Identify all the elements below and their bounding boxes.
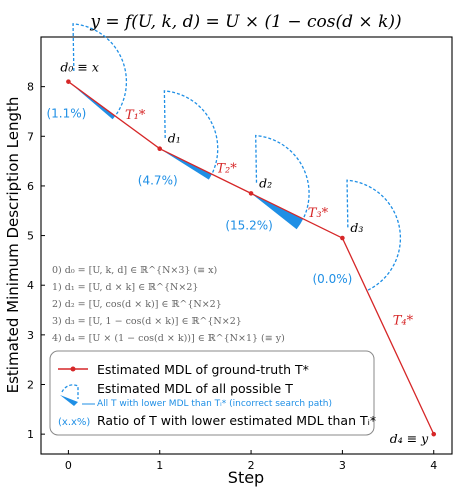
search-arc xyxy=(163,90,219,174)
annotation-3: 3) d₃ = [U, 1 − cos(d × k)] ∈ ℝ^{N×2} xyxy=(52,316,242,327)
annotation-2: 2) d₂ = [U, cos(d × k)] ∈ ℝ^{N×2} xyxy=(52,299,222,310)
x-tick-label: 4 xyxy=(430,459,437,472)
segment-label: T₂* xyxy=(216,161,237,176)
legend-arc-icon xyxy=(61,384,79,399)
annotation-1: 1) d₁ = [U, d × k] ∈ ℝ^{N×2} xyxy=(52,282,198,293)
annotation-4: 4) d₄ = [U × (1 − cos(d × k))] ∈ ℝ^{N×1}… xyxy=(52,333,285,344)
x-tick-label: 1 xyxy=(156,459,163,472)
legend-ratio-symbol: (x.x%) xyxy=(58,417,90,428)
plot-frame xyxy=(40,36,453,455)
legend-box xyxy=(49,350,375,436)
point-label: d₂ xyxy=(259,175,272,190)
segment-label: T₄* xyxy=(393,313,414,328)
ratio-label: (4.7%) xyxy=(138,174,178,188)
ratio-label: (15.2%) xyxy=(225,218,272,232)
series-point xyxy=(157,146,163,151)
search-arc xyxy=(346,179,402,291)
series-point xyxy=(340,235,345,241)
y-tick-label: 6 xyxy=(27,180,34,193)
y-tick-label: 7 xyxy=(27,130,34,143)
y-tick-label: 5 xyxy=(27,230,34,243)
y-tick-label: 4 xyxy=(27,279,34,292)
series-point xyxy=(66,79,71,84)
segment-label: T₁* xyxy=(125,108,146,123)
series-point xyxy=(248,191,254,196)
legend-all-label: Estimated MDL of all possible T xyxy=(97,381,293,396)
annotation-0: 0) d₀ = [U, k, d] ∈ ℝ^{N×3} (≡ x) xyxy=(52,265,217,276)
legend-wedge-icon xyxy=(60,395,78,406)
x-tick-label: 0 xyxy=(65,459,72,472)
point-label: d₃ xyxy=(350,220,363,235)
series-point xyxy=(431,431,437,437)
legend: Estimated MDL of ground-truth T* Estimat… xyxy=(49,350,376,436)
y-tick-label: 3 xyxy=(27,329,34,342)
y-axis-label: Estimated Minimum Description Length xyxy=(4,97,22,394)
labels: d₀ ≡ x d₁ d₂ d₃ d₄ ≡ y T₁* T₂* T₃* T₄* xyxy=(60,60,429,446)
y-tick-label: 2 xyxy=(27,379,34,392)
legend-point-marker xyxy=(70,366,76,372)
lower-mdl-wedge xyxy=(68,81,116,120)
ticks: 0 1 2 3 4 1 2 3 4 5 6 7 8 xyxy=(27,81,437,472)
search-arc xyxy=(255,134,310,219)
legend-ratio-label: Ratio of T with lower estimated MDL than… xyxy=(97,413,376,428)
ratio-label: (1.1%) xyxy=(46,107,86,121)
point-label: d₁ xyxy=(168,131,181,146)
search-arc xyxy=(72,23,128,116)
lower-mdl-wedge xyxy=(159,148,212,180)
series xyxy=(66,79,437,437)
x-axis-label: Step xyxy=(228,468,264,487)
segment-label: T₃* xyxy=(308,206,329,221)
legend-lower-label: All T with lower MDL than Tᵢ* (incorrect… xyxy=(97,399,332,409)
y-tick-label: 1 xyxy=(27,428,34,441)
x-tick-label: 2 xyxy=(248,459,255,472)
legend-line-label: Estimated MDL of ground-truth T* xyxy=(97,362,309,377)
chart-title: y = f(U, k, d) = U × (1 − cos(d × k)) xyxy=(89,12,401,32)
x-tick-label: 3 xyxy=(339,459,346,472)
arcs: (1.1%) (4.7%) (15.2%) (0.0%) xyxy=(46,23,402,291)
y-tick-label: 8 xyxy=(27,81,34,94)
annotation-block: 0) d₀ = [U, k, d] ∈ ℝ^{N×3} (≡ x) 1) d₁ … xyxy=(52,265,285,344)
lower-mdl-wedge xyxy=(251,193,304,230)
ratio-label: (0.0%) xyxy=(312,272,352,286)
point-label: d₀ ≡ x xyxy=(60,60,98,75)
point-label: d₄ ≡ y xyxy=(390,431,429,446)
